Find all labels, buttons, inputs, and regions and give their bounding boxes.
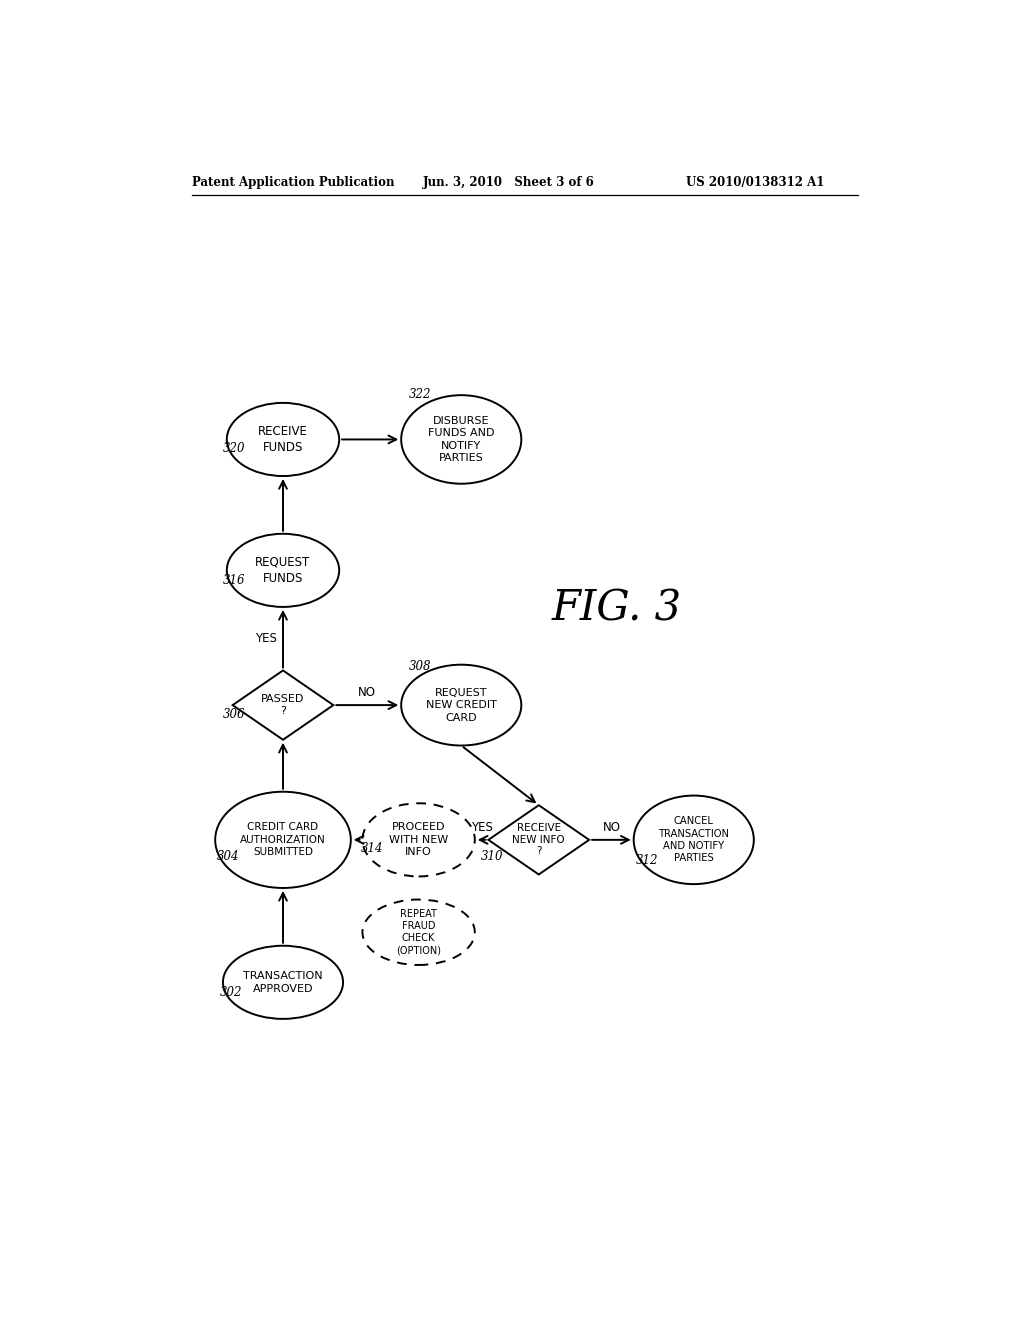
Text: NO: NO — [602, 821, 621, 834]
Text: 304: 304 — [217, 850, 240, 863]
Text: PASSED
?: PASSED ? — [261, 694, 305, 715]
Text: 310: 310 — [480, 850, 503, 863]
Text: 302: 302 — [219, 986, 242, 999]
Text: 320: 320 — [222, 442, 245, 455]
Text: PROCEED
WITH NEW
INFO: PROCEED WITH NEW INFO — [389, 822, 449, 857]
Text: CANCEL
TRANSACTION
AND NOTIFY
PARTIES: CANCEL TRANSACTION AND NOTIFY PARTIES — [658, 816, 729, 863]
Text: REQUEST
FUNDS: REQUEST FUNDS — [255, 556, 310, 585]
Text: 314: 314 — [360, 842, 383, 855]
Text: TRANSACTION
APPROVED: TRANSACTION APPROVED — [243, 972, 323, 994]
Text: RECEIVE
FUNDS: RECEIVE FUNDS — [258, 425, 308, 454]
Text: FIG. 3: FIG. 3 — [551, 587, 681, 630]
Text: 322: 322 — [409, 388, 431, 401]
Text: 306: 306 — [222, 708, 245, 721]
Text: DISBURSE
FUNDS AND
NOTIFY
PARTIES: DISBURSE FUNDS AND NOTIFY PARTIES — [428, 416, 495, 463]
Text: YES: YES — [255, 632, 276, 645]
Text: 316: 316 — [222, 574, 245, 587]
Text: REPEAT
FRAUD
CHECK
(OPTION): REPEAT FRAUD CHECK (OPTION) — [396, 908, 441, 956]
Text: CREDIT CARD
AUTHORIZATION
SUBMITTED: CREDIT CARD AUTHORIZATION SUBMITTED — [240, 822, 326, 857]
Text: 308: 308 — [409, 660, 431, 673]
Text: Patent Application Publication: Patent Application Publication — [191, 176, 394, 189]
Text: Jun. 3, 2010   Sheet 3 of 6: Jun. 3, 2010 Sheet 3 of 6 — [423, 176, 594, 189]
Text: NO: NO — [358, 686, 376, 700]
Text: YES: YES — [471, 821, 493, 834]
Text: REQUEST
NEW CREDIT
CARD: REQUEST NEW CREDIT CARD — [426, 688, 497, 722]
Text: 312: 312 — [636, 854, 658, 867]
Text: US 2010/0138312 A1: US 2010/0138312 A1 — [686, 176, 824, 189]
Text: RECEIVE
NEW INFO
?: RECEIVE NEW INFO ? — [512, 824, 565, 857]
